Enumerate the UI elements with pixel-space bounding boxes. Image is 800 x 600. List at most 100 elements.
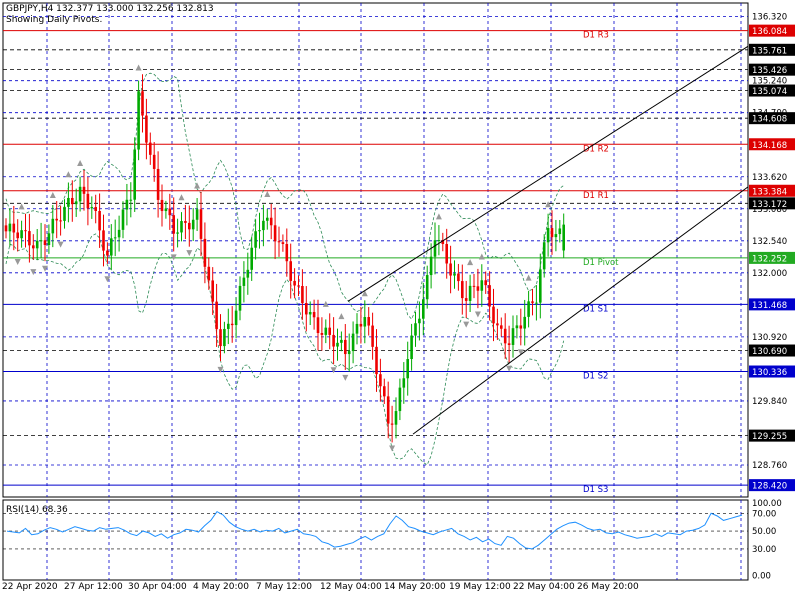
rsi-tick-label: 100.00 — [752, 499, 782, 509]
candle-body — [488, 285, 491, 307]
fractal-up-arrow — [77, 160, 84, 167]
candle-body — [238, 285, 242, 311]
candle-body — [289, 261, 292, 281]
pivot-level-name: D1 S2 — [583, 372, 608, 382]
candle-body — [519, 325, 523, 329]
candle-body — [219, 329, 222, 347]
candle-body — [102, 230, 105, 251]
candle-body — [554, 234, 558, 238]
candle-body — [266, 217, 269, 221]
candle-body — [527, 301, 530, 317]
candle-body — [293, 280, 296, 286]
band-lower — [5, 233, 565, 466]
candle-body — [250, 247, 253, 270]
price-level-label: 135.426 — [752, 66, 787, 76]
candle-body — [47, 233, 51, 246]
trend-line — [347, 45, 749, 302]
candle-body — [297, 285, 300, 287]
candle-body — [24, 230, 27, 232]
candle-body — [156, 168, 160, 200]
candle-body — [425, 275, 429, 300]
candle-body — [63, 206, 66, 221]
candle-body — [258, 230, 261, 232]
candle-body — [227, 323, 230, 329]
pivot-level-name: D1 R2 — [583, 144, 609, 154]
candle-body — [367, 317, 370, 326]
candle-body — [234, 310, 238, 326]
candle-body — [215, 301, 218, 330]
candle-body — [511, 328, 515, 345]
x-tick-label: 26 May 20:00 — [577, 582, 639, 592]
x-tick-label: 27 Apr 12:00 — [64, 582, 123, 592]
candle-body — [164, 208, 168, 212]
price-level-label-box — [749, 429, 795, 442]
candle-body — [305, 303, 308, 315]
y-tick-label: 133.080 — [752, 205, 787, 215]
candle-body — [32, 245, 35, 249]
candle-body — [188, 222, 191, 230]
fractal-down-arrow — [57, 241, 64, 248]
candle-body — [390, 423, 394, 425]
candle-body — [398, 387, 402, 412]
candle-body — [129, 199, 133, 201]
fractal-up-arrow — [135, 64, 142, 71]
fractal-up-arrow — [65, 171, 72, 178]
candle-body — [262, 220, 265, 231]
y-tick-label: 132.000 — [752, 269, 787, 279]
candle-body — [383, 386, 386, 397]
candle-body — [445, 244, 448, 264]
candle-body — [429, 256, 433, 276]
x-tick-label: 22 May 04:00 — [513, 582, 575, 592]
candle-body — [254, 231, 257, 248]
fractal-down-arrow — [30, 269, 37, 276]
candle-body — [363, 317, 367, 327]
chart-subtitle: Showing Daily Pivots. — [6, 15, 103, 25]
fractal-up-arrow — [478, 253, 485, 260]
candle-body — [4, 225, 8, 232]
fractal-up-arrow — [322, 300, 329, 307]
y-tick-label: 133.620 — [752, 173, 787, 183]
candle-body — [78, 186, 82, 202]
candle-body — [199, 209, 203, 239]
candle-body — [113, 237, 117, 239]
pivot-level-name: D1 S1 — [583, 304, 608, 314]
price-level-label: 133.172 — [752, 200, 787, 210]
fractal-down-arrow — [474, 311, 481, 318]
fractal-up-arrow — [338, 313, 345, 320]
fractal-down-arrow — [217, 366, 224, 373]
candle-body — [71, 197, 74, 205]
candle-body — [223, 328, 226, 347]
rsi-line — [6, 510, 743, 550]
pivot-level-label-box — [749, 184, 795, 197]
pivot-level-label-box — [749, 479, 795, 492]
candle-body — [207, 266, 211, 281]
y-tick-label: 136.320 — [752, 13, 787, 23]
candle-body — [492, 306, 495, 324]
price-level-label-box — [749, 344, 795, 357]
candle-body — [355, 323, 359, 334]
candle-body — [74, 201, 78, 205]
rsi-tick-label: 50.00 — [752, 527, 776, 537]
pivot-level-label: 132.252 — [752, 254, 787, 264]
pivot-level-label: 136.084 — [752, 27, 787, 37]
candle-body — [523, 316, 526, 329]
fractal-up-arrow — [435, 213, 442, 220]
candle-body — [476, 286, 480, 291]
candle-body — [324, 327, 328, 335]
pivot-level-name: D1 R3 — [583, 31, 609, 41]
candle-body — [550, 228, 554, 238]
candle-body — [176, 232, 179, 234]
y-tick-label: 128.760 — [752, 461, 787, 471]
candle-body — [285, 243, 289, 262]
candle-body — [535, 302, 538, 304]
candle-body — [277, 241, 281, 243]
candle-body — [133, 149, 136, 200]
fractal-down-arrow — [342, 374, 349, 381]
candle-body — [414, 323, 417, 336]
candle-body — [86, 193, 90, 209]
candle-body — [359, 323, 363, 327]
pivot-level-label: 131.468 — [752, 301, 787, 311]
candle-body — [539, 269, 542, 303]
candle-body — [340, 339, 343, 343]
fractal-up-arrow — [194, 182, 201, 189]
